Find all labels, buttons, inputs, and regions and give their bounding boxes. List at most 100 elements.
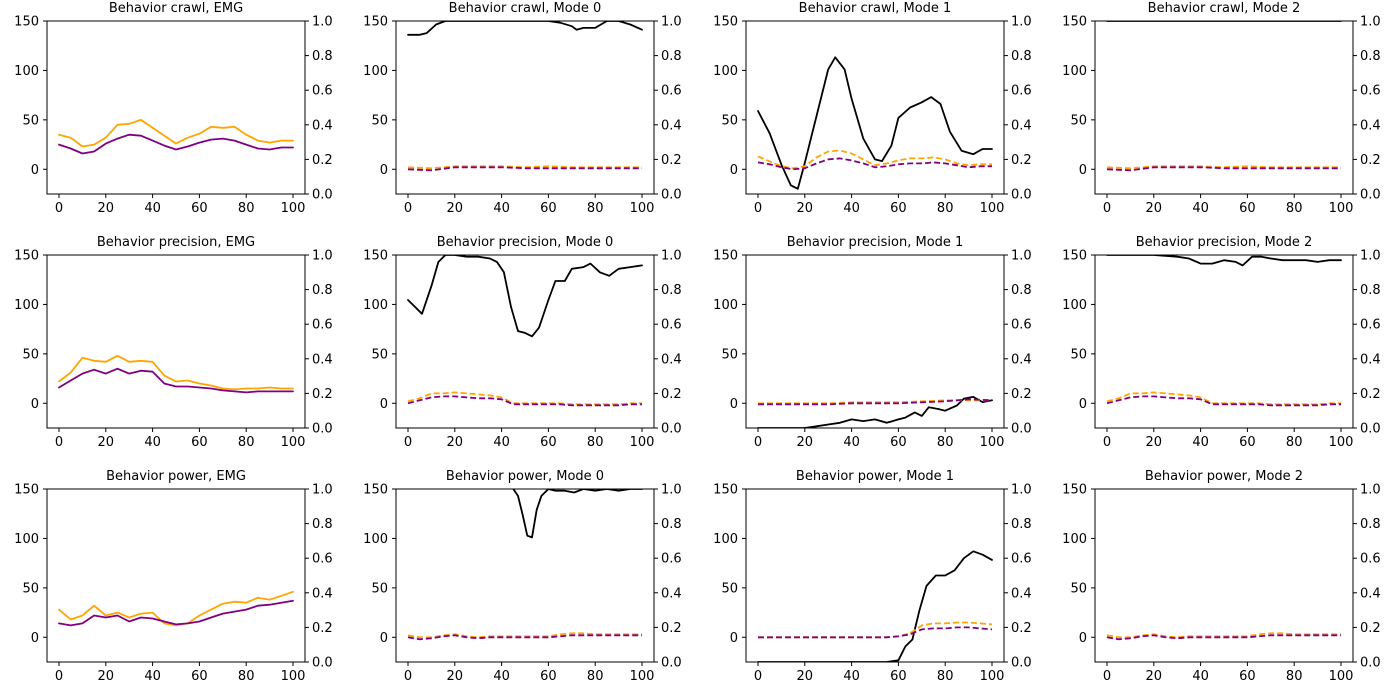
panel-title: Behavior precision, EMG <box>97 235 255 250</box>
x-tick-label: 40 <box>144 669 161 684</box>
y2-tick-label: 1.0 <box>661 15 682 30</box>
y2-tick-label: 0.0 <box>1011 188 1032 203</box>
y2-tick-label: 0.6 <box>1360 552 1381 567</box>
x-tick-label: 40 <box>1192 669 1209 684</box>
y2-tick-label: 1.0 <box>312 483 333 498</box>
y2-tick-label: 0.6 <box>1360 318 1381 333</box>
panel-title: Behavior precision, Mode 1 <box>787 235 964 250</box>
series-line-purple-dashed <box>407 166 642 172</box>
x-tick-label: 80 <box>238 669 255 684</box>
x-tick-label: 40 <box>144 201 161 216</box>
x-tick-label: 40 <box>1192 201 1209 216</box>
x-tick-label: 100 <box>281 435 306 450</box>
x-tick-label: 0 <box>754 669 762 684</box>
panel-title: Behavior power, EMG <box>106 469 246 484</box>
series-line-orange-dashed <box>407 391 642 406</box>
x-tick-label: 40 <box>493 201 510 216</box>
x-tick-label: 80 <box>937 669 954 684</box>
plot-area <box>757 56 993 190</box>
axes-frame <box>46 254 306 429</box>
series-line-purple-dashed <box>757 157 992 171</box>
y2-tick-label: 0.8 <box>661 517 682 532</box>
y2-tick-label: 1.0 <box>1011 249 1032 264</box>
x-tick-label: 80 <box>937 435 954 450</box>
y2-tick-label: 0.6 <box>1011 318 1032 333</box>
plot-area <box>407 255 643 407</box>
y2-tick-label: 0.8 <box>1011 283 1032 298</box>
y2-tick-label: 0.6 <box>1360 84 1381 99</box>
y-tick-label: 0 <box>380 163 388 178</box>
panel-behavior-crawl-mode-2: Behavior crawl, Mode 2 0 20 40 60 80 100 0 50 100… <box>1062 1 1381 216</box>
panel-title: Behavior power, Mode 1 <box>796 469 954 484</box>
y2-tick-label: 0.2 <box>1360 153 1381 168</box>
y-tick-label: 150 <box>1062 249 1087 264</box>
x-tick-label: 100 <box>281 201 306 216</box>
plot-area <box>58 354 294 394</box>
y2-tick-label: 0.8 <box>661 283 682 298</box>
y2-tick-label: 0.2 <box>1360 387 1381 402</box>
y2-tick-label: 0.0 <box>312 188 333 203</box>
x-tick-label: 40 <box>493 669 510 684</box>
x-tick-label: 0 <box>1103 201 1111 216</box>
y-tick-label: 150 <box>363 249 388 264</box>
y2-tick-label: 1.0 <box>661 483 682 498</box>
y-tick-label: 0 <box>31 397 39 412</box>
x-tick-label: 20 <box>797 435 814 450</box>
y2-tick-label: 0.0 <box>1360 188 1381 203</box>
y2-tick-label: 0.6 <box>1011 552 1032 567</box>
panel-behavior-precision-emg: Behavior precision, EMG 0 20 40 60 80 100 0 50 10… <box>14 235 333 450</box>
y2-tick-label: 0.6 <box>312 318 333 333</box>
plot-area <box>757 550 993 662</box>
y2-tick-label: 0.4 <box>661 586 682 601</box>
series-line-purple <box>58 599 294 627</box>
x-tick-label: 0 <box>404 435 412 450</box>
axes-frame <box>1094 254 1354 429</box>
y2-tick-label: 0.8 <box>1011 517 1032 532</box>
x-tick-label: 20 <box>98 201 115 216</box>
y2-tick-label: 1.0 <box>312 249 333 264</box>
panel-behavior-crawl-mode-0: Behavior crawl, Mode 0 0 20 40 60 80 100 0 50 100… <box>363 1 682 216</box>
series-line-orange <box>58 590 294 627</box>
y-tick-label: 150 <box>14 483 39 498</box>
plot-area <box>1106 632 1341 641</box>
panel-behavior-power-mode-1: Behavior power, Mode 1 0 20 40 60 80 100 0 50 100… <box>713 469 1032 684</box>
x-tick-label: 60 <box>1239 669 1256 684</box>
x-tick-label: 100 <box>980 669 1005 684</box>
series-line-purple-dashed <box>407 395 642 407</box>
y2-tick-label: 0.2 <box>1011 387 1032 402</box>
panel-behavior-power-mode-0: Behavior power, Mode 0 0 20 40 60 80 100 0 50 100… <box>363 469 682 684</box>
y-tick-label: 150 <box>363 483 388 498</box>
x-tick-label: 20 <box>98 669 115 684</box>
y2-tick-label: 0.0 <box>1360 422 1381 437</box>
x-tick-label: 100 <box>630 435 655 450</box>
panel-behavior-power-mode-2: Behavior power, Mode 2 0 20 40 60 80 100 0 50 100… <box>1062 469 1381 684</box>
x-tick-label: 60 <box>1239 435 1256 450</box>
x-tick-label: 0 <box>404 201 412 216</box>
y2-tick-label: 0.6 <box>312 552 333 567</box>
y2-tick-label: 0.8 <box>1360 283 1381 298</box>
x-tick-label: 0 <box>1103 435 1111 450</box>
panel-title: Behavior power, Mode 2 <box>1145 469 1303 484</box>
y2-tick-label: 0.4 <box>1011 352 1032 367</box>
panel-title: Behavior crawl, Mode 2 <box>1148 1 1301 16</box>
x-tick-label: 60 <box>540 201 557 216</box>
panel-behavior-crawl-mode-1: Behavior crawl, Mode 1 0 20 40 60 80 100 0 50 100… <box>713 1 1032 216</box>
series-line-orange-dashed <box>757 149 992 170</box>
y-tick-label: 50 <box>22 581 39 596</box>
y2-tick-label: 0.2 <box>661 153 682 168</box>
x-tick-label: 60 <box>890 201 907 216</box>
y2-tick-label: 0.0 <box>661 422 682 437</box>
y-tick-label: 100 <box>363 298 388 313</box>
axes-frame <box>395 20 655 195</box>
y-tick-label: 100 <box>14 298 39 313</box>
y2-tick-label: 0.2 <box>1011 621 1032 636</box>
y2-tick-label: 0.8 <box>312 517 333 532</box>
x-tick-label: 80 <box>587 669 604 684</box>
y-tick-label: 50 <box>721 581 738 596</box>
x-tick-label: 0 <box>55 201 63 216</box>
series-line-purple <box>58 367 294 394</box>
y-tick-label: 0 <box>1079 163 1087 178</box>
x-tick-label: 40 <box>843 435 860 450</box>
y2-tick-label: 0.2 <box>1360 621 1381 636</box>
series-line-black <box>757 56 993 190</box>
